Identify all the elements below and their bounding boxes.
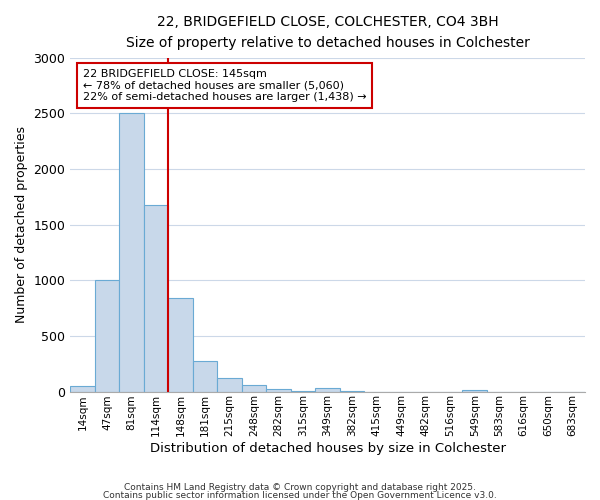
Bar [242,386,266,392]
Bar [316,388,340,392]
Bar [144,204,169,392]
Bar [70,386,95,392]
Bar [340,391,364,392]
Text: Contains public sector information licensed under the Open Government Licence v3: Contains public sector information licen… [103,490,497,500]
Title: 22, BRIDGEFIELD CLOSE, COLCHESTER, CO4 3BH
Size of property relative to detached: 22, BRIDGEFIELD CLOSE, COLCHESTER, CO4 3… [126,15,530,50]
Text: Contains HM Land Registry data © Crown copyright and database right 2025.: Contains HM Land Registry data © Crown c… [124,483,476,492]
X-axis label: Distribution of detached houses by size in Colchester: Distribution of detached houses by size … [149,442,506,455]
Bar [266,389,291,392]
Bar [95,280,119,392]
Bar [169,298,193,392]
Bar [193,362,217,392]
Bar [291,391,316,392]
Bar [463,390,487,392]
Bar [217,378,242,392]
Y-axis label: Number of detached properties: Number of detached properties [15,126,28,323]
Text: 22 BRIDGEFIELD CLOSE: 145sqm
← 78% of detached houses are smaller (5,060)
22% of: 22 BRIDGEFIELD CLOSE: 145sqm ← 78% of de… [83,69,367,102]
Bar [119,114,144,392]
